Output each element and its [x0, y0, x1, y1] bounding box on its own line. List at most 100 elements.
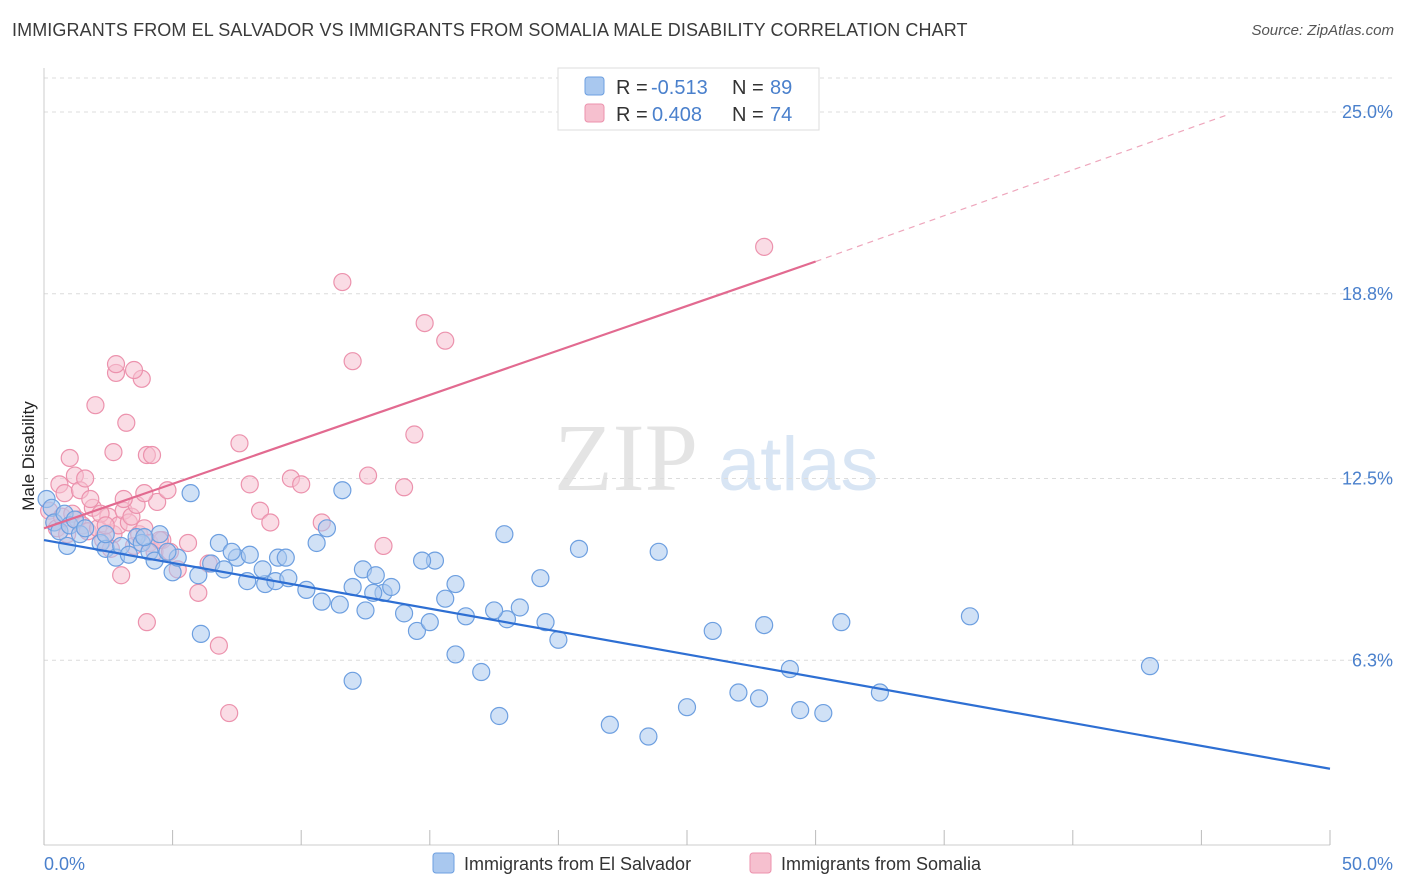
data-point: [148, 492, 167, 512]
data-point: [222, 542, 241, 561]
legend-pink-swatch: [584, 103, 605, 123]
bottom-legend-blue-swatch: [432, 852, 455, 874]
data-point: [292, 475, 311, 494]
data-point: [60, 448, 79, 468]
legend-pink-r-label: R =: [616, 104, 648, 126]
data-point: [412, 551, 432, 570]
data-point: [181, 484, 200, 503]
data-point: [415, 313, 434, 333]
data-point: [356, 601, 375, 620]
data-point: [366, 566, 385, 585]
data-point: [220, 703, 239, 723]
data-point: [312, 592, 331, 611]
data-point: [780, 659, 799, 679]
data-point: [436, 589, 455, 608]
data-point: [124, 360, 144, 380]
data-point: [495, 525, 514, 544]
data-point: [76, 519, 95, 538]
x-tick-label-min: 0.0%: [44, 854, 85, 874]
data-point: [240, 475, 259, 494]
legend-blue-r-label: R =: [616, 77, 648, 99]
data-point: [209, 636, 228, 655]
data-point: [261, 513, 280, 532]
data-point: [137, 613, 156, 632]
x-tick-label-max: 50.0%: [1342, 854, 1393, 874]
data-point: [729, 683, 748, 702]
data-point: [230, 434, 249, 453]
legend-pink-n-label: N =: [732, 104, 764, 126]
data-point: [569, 539, 589, 558]
data-point: [333, 481, 352, 500]
data-point: [209, 533, 228, 553]
trend-line-el-salvador: [43, 538, 1331, 770]
legend-pink-r-value: 0.408: [652, 104, 702, 126]
bottom-legend-pink-swatch: [749, 852, 772, 874]
data-point: [649, 542, 668, 561]
data-point: [96, 525, 115, 544]
y-tick-label: 18.8%: [1342, 284, 1393, 304]
series-legend: Immigrants from El Salvador Immigrants f…: [432, 852, 982, 874]
data-point: [86, 396, 105, 415]
data-point: [276, 548, 295, 567]
data-point: [536, 613, 555, 632]
y-tick-labels: 6.3% 12.5% 18.8% 25.0%: [1342, 102, 1393, 670]
data-point: [677, 698, 697, 717]
data-point: [446, 645, 465, 664]
watermark: ZIP atlas: [554, 404, 879, 511]
data-point: [240, 545, 259, 564]
data-point: [158, 542, 177, 561]
data-point: [343, 352, 362, 371]
legend-pink-n-value: 74: [770, 104, 792, 126]
bottom-legend-pink-label: Immigrants from Somalia: [781, 854, 982, 874]
data-point: [960, 607, 980, 626]
data-point: [343, 671, 362, 690]
data-point: [150, 525, 169, 544]
y-axis-title: Male Disability: [19, 401, 38, 511]
data-point: [407, 621, 427, 641]
data-point: [814, 703, 833, 723]
data-point: [81, 489, 100, 509]
data-point: [490, 706, 509, 726]
y-tick-label: 12.5%: [1342, 468, 1393, 488]
y-tick-label: 25.0%: [1342, 102, 1393, 122]
data-point: [472, 662, 491, 682]
trend-line-somalia-extension: [815, 114, 1228, 263]
trend-line-somalia: [43, 260, 816, 530]
data-point: [436, 331, 455, 350]
data-point: [112, 566, 131, 585]
data-point: [104, 443, 123, 462]
data-point: [639, 727, 658, 746]
data-point: [485, 601, 504, 620]
data-point: [142, 445, 162, 465]
data-point: [394, 478, 414, 497]
data-point: [600, 715, 619, 734]
data-point: [189, 583, 208, 602]
data-point: [755, 237, 774, 256]
data-point: [531, 569, 550, 588]
correlation-legend: R = -0.513 N = 89 R = 0.408 N = 74: [557, 67, 820, 131]
data-point: [749, 689, 769, 708]
data-point: [358, 466, 378, 485]
watermark-atlas: atlas: [718, 422, 879, 507]
bottom-legend-blue-label: Immigrants from El Salvador: [464, 854, 691, 874]
data-point: [297, 580, 316, 600]
data-point: [250, 501, 270, 520]
data-point: [333, 272, 352, 292]
data-point: [330, 595, 349, 614]
data-point: [510, 598, 529, 617]
x-axis-ticks: [43, 830, 1331, 845]
legend-blue-n-label: N =: [732, 77, 764, 99]
data-point: [1140, 657, 1160, 676]
source-credit: Source: ZipAtlas.com: [1251, 22, 1394, 39]
legend-blue-n-value: 89: [770, 77, 792, 99]
data-point: [135, 528, 154, 547]
data-point: [420, 613, 439, 632]
data-point: [703, 621, 722, 641]
data-point: [178, 533, 198, 553]
trend-lines: [43, 114, 1331, 770]
data-point: [191, 624, 210, 643]
chart-title: IMMIGRANTS FROM EL SALVADOR VS IMMIGRANT…: [12, 20, 968, 40]
data-point: [446, 574, 465, 594]
data-point: [549, 630, 568, 649]
data-point: [117, 413, 136, 432]
